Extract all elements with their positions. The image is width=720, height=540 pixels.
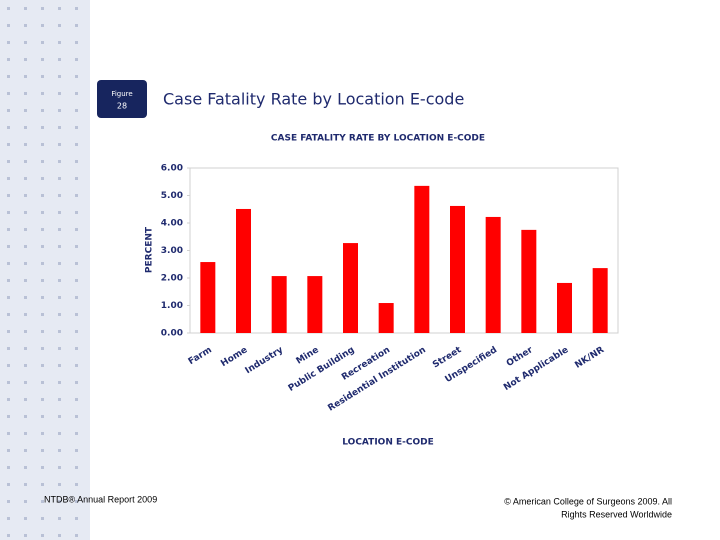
bar (307, 276, 323, 333)
bar (557, 282, 572, 333)
bar (414, 185, 430, 333)
footer-left: NTDB® Annual Report 2009 (44, 494, 157, 504)
bar (485, 216, 501, 333)
x-axis-label: LOCATION E-CODE (342, 438, 434, 448)
y-tick-label: 6.00 (161, 164, 183, 174)
x-tick-label: Industry (244, 345, 286, 376)
bar (343, 243, 358, 333)
bar (450, 205, 465, 333)
bar (592, 268, 608, 333)
x-tick-label: Home (219, 345, 249, 369)
footer-right: Rights Reserved Worldwide (561, 509, 672, 519)
bar (521, 229, 537, 333)
dot-pattern (0, 0, 90, 540)
figure-number: 28 (117, 102, 127, 111)
bar (378, 303, 394, 333)
y-axis-label: PERCENT (145, 226, 155, 273)
slide-title: Case Fatality Rate by Location E-code (163, 90, 464, 109)
y-tick-label: 5.00 (161, 191, 183, 201)
chart-title: CASE FATALITY RATE BY LOCATION E-CODE (271, 134, 485, 144)
x-tick-label: NK/NR (573, 345, 606, 371)
figure-label: Figure (111, 90, 132, 98)
y-tick-label: 3.00 (161, 246, 183, 256)
plot-frame (189, 167, 619, 334)
footer-right: © American College of Surgeons 2009. All (504, 496, 672, 506)
y-tick-label: 4.00 (161, 219, 183, 229)
x-tick-label: Mine (295, 345, 321, 366)
x-tick-label: Not Applicable (502, 345, 570, 393)
x-tick-label: Farm (187, 345, 214, 367)
bar (271, 276, 287, 333)
bar (200, 262, 216, 333)
y-tick-label: 0.00 (161, 329, 183, 339)
figure-badge (97, 80, 147, 118)
bar (236, 208, 251, 333)
y-tick-label: 1.00 (161, 301, 183, 311)
x-tick-label: Other (505, 345, 535, 369)
y-tick-label: 2.00 (161, 274, 183, 284)
